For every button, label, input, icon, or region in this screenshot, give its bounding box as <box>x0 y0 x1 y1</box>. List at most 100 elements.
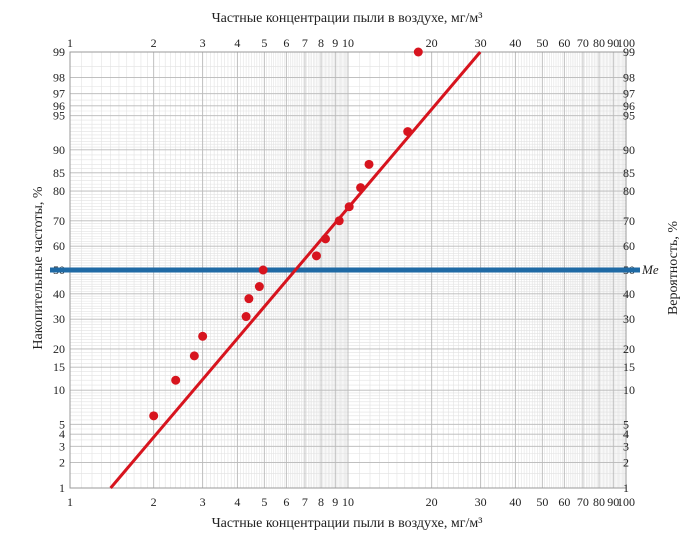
data-point <box>364 159 374 169</box>
y-tick-label-left: 40 <box>53 287 65 301</box>
y-tick-label-left: 70 <box>53 214 65 228</box>
y-tick-label-right: 4 <box>623 427 629 441</box>
data-point <box>344 202 354 212</box>
series-group <box>109 47 482 489</box>
y-tick-label-right: 97 <box>623 87 635 101</box>
x-tick-label-top: 40 <box>509 36 521 50</box>
y-tick-label-right: 99 <box>623 45 635 59</box>
y-tick-label-right: 10 <box>623 383 635 397</box>
y-tick-label-left: 99 <box>53 45 65 59</box>
x-tick-label-top: 3 <box>200 36 206 50</box>
y-tick-label-left: 80 <box>53 184 65 198</box>
data-point <box>356 183 366 193</box>
y-tick-label-left: 1 <box>59 481 65 495</box>
data-point <box>321 234 331 244</box>
x-tick-label-top: 60 <box>558 36 570 50</box>
y-tick-label-right: 98 <box>623 70 635 84</box>
x-tick-label-top: 4 <box>234 36 240 50</box>
y-tick-label-right: 95 <box>623 109 635 123</box>
x-tick-label-top: 1 <box>67 36 73 50</box>
x-tick-label-top: 100 <box>617 36 635 50</box>
axes: 1122334455667788991010202030304040505060… <box>53 36 635 509</box>
x-tick-label-top: 9 <box>332 36 338 50</box>
data-point <box>244 294 254 304</box>
x-tick-label-bottom: 40 <box>509 495 521 509</box>
data-point <box>198 331 208 341</box>
x-tick-label-bottom: 10 <box>342 495 354 509</box>
x-tick-label-bottom: 6 <box>283 495 289 509</box>
y-tick-label-right: 20 <box>623 342 635 356</box>
x-tick-label-bottom: 80 <box>593 495 605 509</box>
y-tick-label-left: 2 <box>59 456 65 470</box>
y-tick-label-left: 96 <box>53 99 65 113</box>
y-tick-label-right: 1 <box>623 481 629 495</box>
x-tick-label-top: 2 <box>151 36 157 50</box>
y-tick-label-right: 90 <box>623 143 635 157</box>
x-tick-label-bottom: 7 <box>302 495 308 509</box>
x-tick-label-top: 6 <box>283 36 289 50</box>
y-tick-label-left: 3 <box>59 439 65 453</box>
x-tick-label-top: 10 <box>342 36 354 50</box>
data-point <box>258 265 268 275</box>
x-tick-label-bottom: 50 <box>536 495 548 509</box>
y-tick-label-left: 20 <box>53 342 65 356</box>
x-tick-label-top: 50 <box>536 36 548 50</box>
x-tick-label-bottom: 30 <box>475 495 487 509</box>
median-label: Me <box>641 262 659 277</box>
x-tick-label-bottom: 20 <box>426 495 438 509</box>
y-tick-label-left: 15 <box>53 360 65 374</box>
y-tick-label-left: 5 <box>59 417 65 431</box>
y-tick-label-left: 95 <box>53 109 65 123</box>
x-tick-label-top: 30 <box>475 36 487 50</box>
x-tick-label-bottom: 1 <box>67 495 73 509</box>
y-tick-label-right: 96 <box>623 99 635 113</box>
x-tick-label-bottom: 70 <box>577 495 589 509</box>
x-tick-label-bottom: 3 <box>200 495 206 509</box>
y-tick-label-left: 30 <box>53 312 65 326</box>
x-tick-label-top: 5 <box>261 36 267 50</box>
x-tick-label-top: 90 <box>607 36 619 50</box>
x-tick-label-top: 20 <box>426 36 438 50</box>
fit-line <box>109 51 482 489</box>
reference-line-group: Me <box>50 262 659 277</box>
x-axis-label: Частные концентрации пыли в воздухе, мг/… <box>212 516 483 531</box>
data-point <box>311 251 321 261</box>
data-point <box>403 127 413 137</box>
x-tick-label-bottom: 100 <box>617 495 635 509</box>
x-tick-label-bottom: 5 <box>261 495 267 509</box>
x-tick-label-top: 7 <box>302 36 308 50</box>
y-tick-label-right: 3 <box>623 439 629 453</box>
y-tick-label-left: 98 <box>53 70 65 84</box>
x-tick-label-top: 80 <box>593 36 605 50</box>
y-tick-label-right: 5 <box>623 417 629 431</box>
data-point <box>334 216 344 226</box>
x-tick-label-bottom: 90 <box>607 495 619 509</box>
y-tick-label-right: 15 <box>623 360 635 374</box>
data-point <box>241 312 251 322</box>
x-tick-label-bottom: 4 <box>234 495 240 509</box>
y-tick-label-right: 85 <box>623 166 635 180</box>
x-tick-label-top: 8 <box>318 36 324 50</box>
y-axis-label-right: Вероятность, % <box>666 221 681 315</box>
x-tick-label-top: 70 <box>577 36 589 50</box>
y-tick-label-left: 4 <box>59 427 65 441</box>
x-tick-label-bottom: 8 <box>318 495 324 509</box>
labels: Частные концентрации пыли в воздухе, мг/… <box>31 11 681 531</box>
x-tick-label-bottom: 9 <box>332 495 338 509</box>
y-tick-label-right: 30 <box>623 312 635 326</box>
y-tick-label-left: 10 <box>53 383 65 397</box>
y-tick-label-right: 2 <box>623 456 629 470</box>
x-tick-label-bottom: 2 <box>151 495 157 509</box>
y-tick-label-right: 70 <box>623 214 635 228</box>
y-tick-label-left: 97 <box>53 87 65 101</box>
y-tick-label-right: 60 <box>623 239 635 253</box>
y-axis-label-left: Накопительные частоты, % <box>31 186 46 349</box>
y-tick-label-left: 85 <box>53 166 65 180</box>
y-tick-label-left: 90 <box>53 143 65 157</box>
data-point <box>254 282 264 292</box>
x-tick-label-bottom: 60 <box>558 495 570 509</box>
y-tick-label-right: 80 <box>623 184 635 198</box>
data-point <box>413 47 423 57</box>
